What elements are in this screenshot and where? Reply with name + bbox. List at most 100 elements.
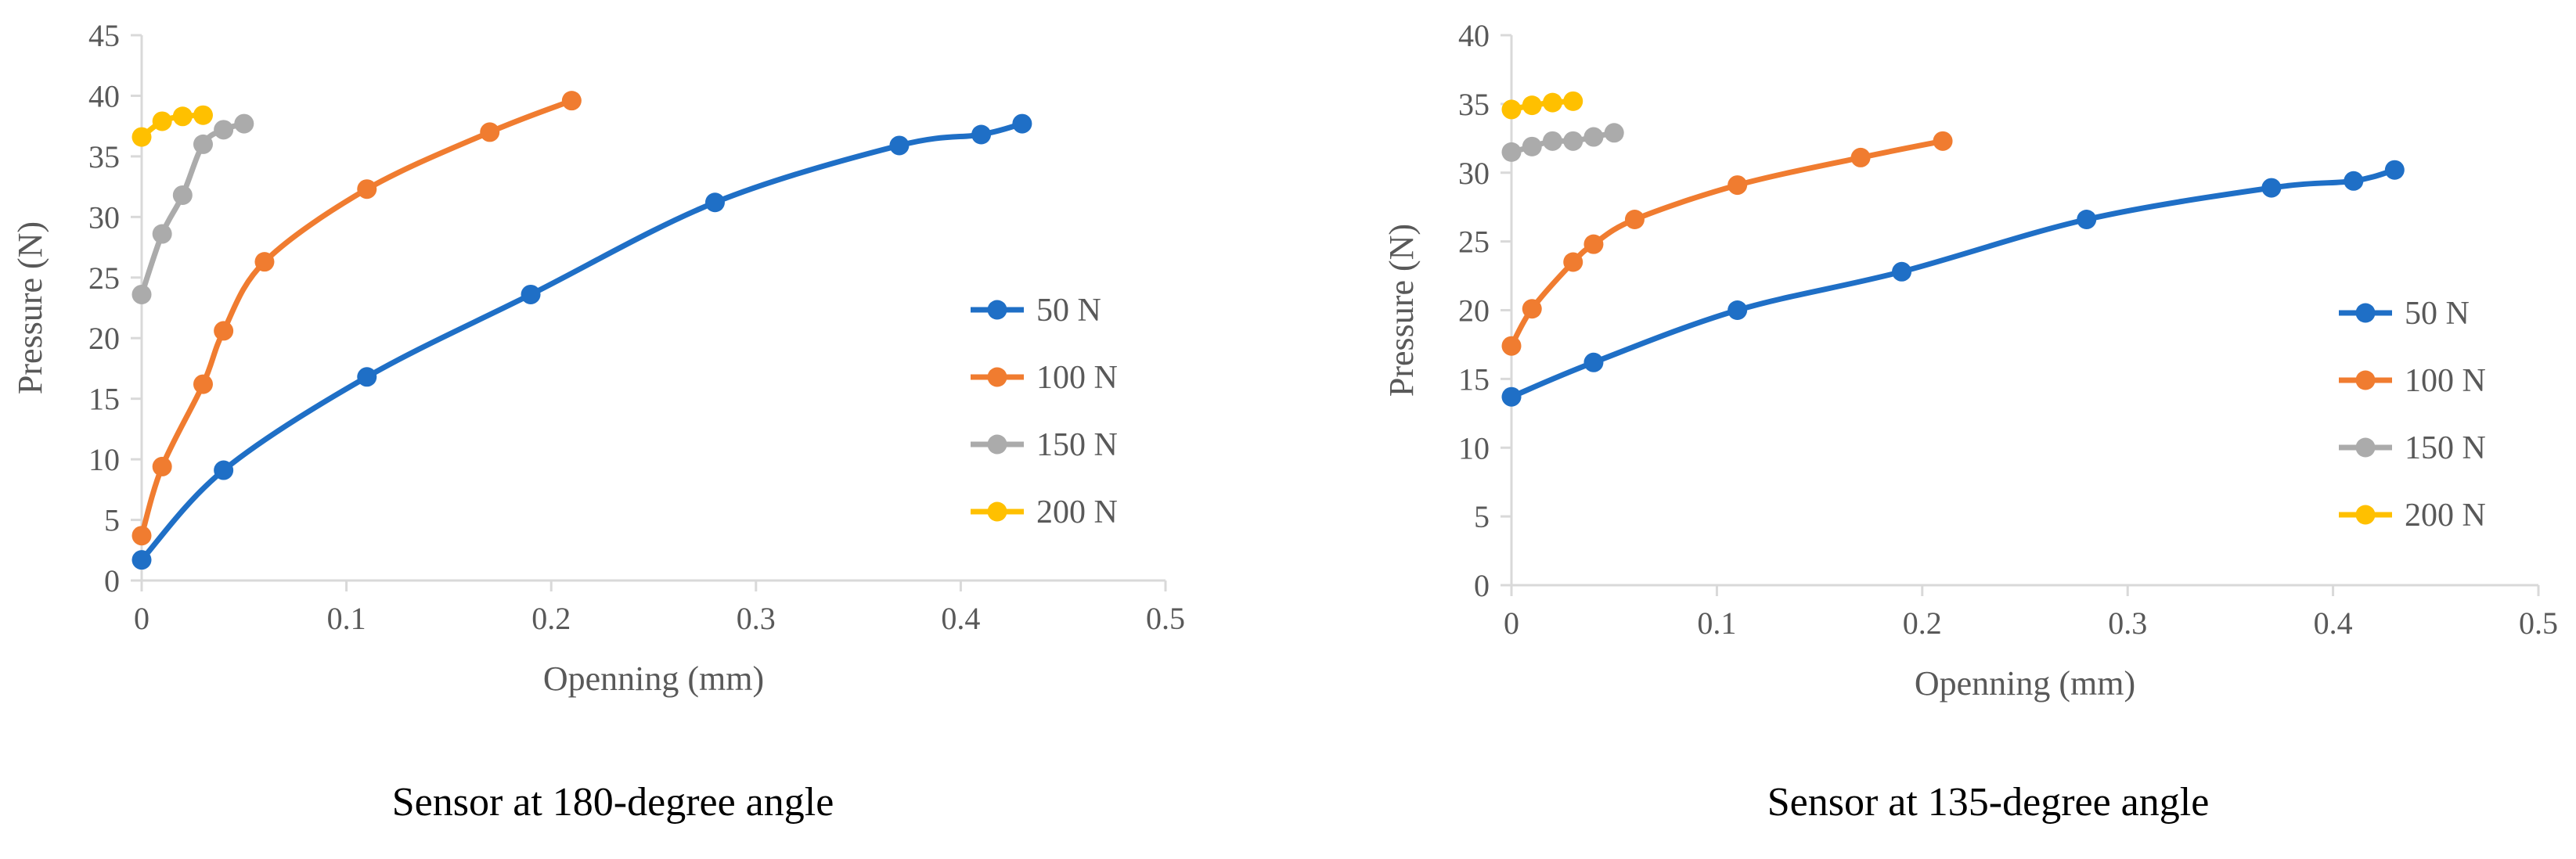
- y-tick-label: 5: [104, 503, 120, 538]
- legend-entry-200-n-swatch-marker: [987, 501, 1007, 522]
- y-tick-label: 30: [88, 199, 120, 235]
- series-100-n-point-5: [1728, 175, 1748, 196]
- x-tick-label: 0.4: [941, 601, 980, 636]
- legend-entry-50-n: 50 N: [971, 293, 1101, 329]
- y-tick-label: 25: [1458, 225, 1490, 260]
- chart-135-degree: 0 5 10 15 20 25 30 35 40 0 0.1 0.2 0.3 0.4 0.5 Pressure…: [1382, 18, 2558, 825]
- chart-caption: Sensor at 135-degree angle: [1767, 780, 2210, 825]
- y-axis-title: Pressure (N): [11, 221, 49, 394]
- series-150-n-point-4: [214, 120, 234, 140]
- legend-entry-150-n: 150 N: [2339, 430, 2486, 466]
- y-tick-label: 20: [1458, 293, 1490, 329]
- series-100-n-point-6: [1850, 147, 1871, 167]
- x-tick-label: 0.1: [327, 601, 366, 636]
- series-100-n-point-5: [357, 179, 377, 199]
- series-50-n: [132, 113, 1032, 570]
- legend: 50 N 100 N 150 N 200 N: [971, 293, 1118, 530]
- legend-entry-100-n-swatch-marker: [987, 367, 1007, 387]
- legend-entry-150-n: 150 N: [971, 427, 1118, 463]
- x-tick-label: 0.4: [2314, 606, 2353, 641]
- series-150-n: [1501, 123, 1624, 162]
- x-tick-label: 0.3: [2108, 606, 2147, 641]
- y-tick-label: 35: [1458, 87, 1490, 122]
- x-tick-label: 0.2: [531, 601, 571, 636]
- series-50-n-point-4: [2077, 210, 2097, 230]
- series-50-n-point-5: [889, 135, 910, 156]
- series-50-n-point-0: [132, 550, 152, 570]
- series-100-n-line: [139, 98, 575, 539]
- series-50-n-point-2: [357, 367, 377, 387]
- y-tick-label: 0: [1474, 568, 1490, 603]
- y-tick-label: 0: [104, 563, 120, 598]
- series-150-n-point-2: [1542, 131, 1562, 151]
- series-150-n-point-3: [1563, 131, 1583, 151]
- series-100-n-point-4: [1624, 210, 1645, 230]
- series-100-n-point-2: [193, 374, 213, 394]
- series-100-n: [132, 91, 582, 546]
- series-50-n-point-6: [2344, 171, 2364, 191]
- x-tick-label: 0.5: [1146, 601, 1185, 636]
- y-tick-label: 45: [88, 18, 120, 53]
- series-100-n-point-0: [132, 526, 152, 546]
- series-100-n-point-6: [480, 122, 500, 142]
- legend-entry-50-n: 50 N: [2339, 296, 2470, 332]
- x-tick-label: 0.2: [1903, 606, 1942, 641]
- series-200-n-point-1: [152, 111, 172, 131]
- legend-entry-150-n-swatch-marker: [2355, 437, 2376, 458]
- chart-180-degree: 0 5 10 15 20 25 30 35 40 45 0 0.1 0.2 0.3 0.4 0.5 Pressu…: [11, 18, 1185, 825]
- legend-entry-100-n-label: 100 N: [2405, 363, 2486, 399]
- series-150-n-line: [139, 120, 247, 297]
- x-tick-label: 0.1: [1697, 606, 1736, 641]
- y-tick-label: 15: [1458, 361, 1490, 397]
- series-50-n-line: [139, 120, 1025, 563]
- series-100-n-point-1: [1522, 299, 1542, 319]
- series-100-n-point-2: [1563, 252, 1583, 272]
- series-100-n-point-4: [254, 252, 275, 272]
- series-200-n-point-0: [1501, 99, 1522, 120]
- legend-entry-150-n-swatch-marker: [987, 434, 1007, 455]
- y-tick-label: 10: [1458, 430, 1490, 465]
- series-50-n-line: [1508, 167, 2398, 400]
- legend-entry-100-n: 100 N: [971, 360, 1118, 396]
- y-tick-label: 5: [1474, 499, 1490, 534]
- legend-entry-150-n-label: 150 N: [2405, 430, 2486, 466]
- x-tick-label: 0.5: [2519, 606, 2558, 641]
- series-150-n-point-2: [172, 185, 193, 205]
- series-200-n-point-2: [172, 106, 193, 127]
- y-tick-label: 40: [1458, 18, 1490, 53]
- series-50-n-point-1: [1583, 352, 1604, 372]
- series-200-n-point-3: [1563, 91, 1583, 111]
- series-50-n-point-6: [971, 124, 992, 145]
- y-tick-label: 35: [88, 139, 120, 174]
- series-50-n-point-5: [2261, 178, 2282, 198]
- series-150-n-point-1: [152, 224, 172, 244]
- series-150-n-point-0: [132, 284, 152, 304]
- y-tick-label: 25: [88, 261, 120, 296]
- legend-entry-200-n-swatch-marker: [2355, 505, 2376, 525]
- legend-entry-100-n-label: 100 N: [1036, 360, 1118, 396]
- y-tick-label: 40: [88, 78, 120, 113]
- legend-entry-200-n: 200 N: [971, 494, 1118, 530]
- x-tick-label: 0: [1504, 606, 1519, 641]
- legend-entry-200-n-label: 200 N: [1036, 494, 1118, 530]
- series-150-n-point-4: [1583, 127, 1604, 147]
- y-tick-label: 20: [88, 321, 120, 356]
- series-100-n-point-1: [152, 456, 172, 476]
- series-200-n: [1501, 91, 1583, 120]
- x-tick-label: 0.3: [737, 601, 776, 636]
- series-150-n-point-5: [1604, 123, 1624, 143]
- series-100-n-point-7: [1933, 131, 1953, 151]
- series-50-n: [1501, 160, 2405, 407]
- x-axis-title: Openning (mm): [1915, 664, 2135, 703]
- legend-entry-100-n: 100 N: [2339, 363, 2486, 399]
- legend-entry-200-n: 200 N: [2339, 498, 2486, 534]
- legend-entry-200-n-label: 200 N: [2405, 498, 2486, 534]
- legend-entry-50-n-label: 50 N: [1036, 293, 1101, 329]
- series-100-n-point-0: [1501, 336, 1522, 356]
- series-100-n: [1501, 131, 1953, 356]
- y-tick-label: 10: [88, 442, 120, 477]
- legend-entry-100-n-swatch-marker: [2355, 370, 2376, 390]
- x-axis-title: Openning (mm): [543, 660, 764, 698]
- y-tick-label: 30: [1458, 156, 1490, 191]
